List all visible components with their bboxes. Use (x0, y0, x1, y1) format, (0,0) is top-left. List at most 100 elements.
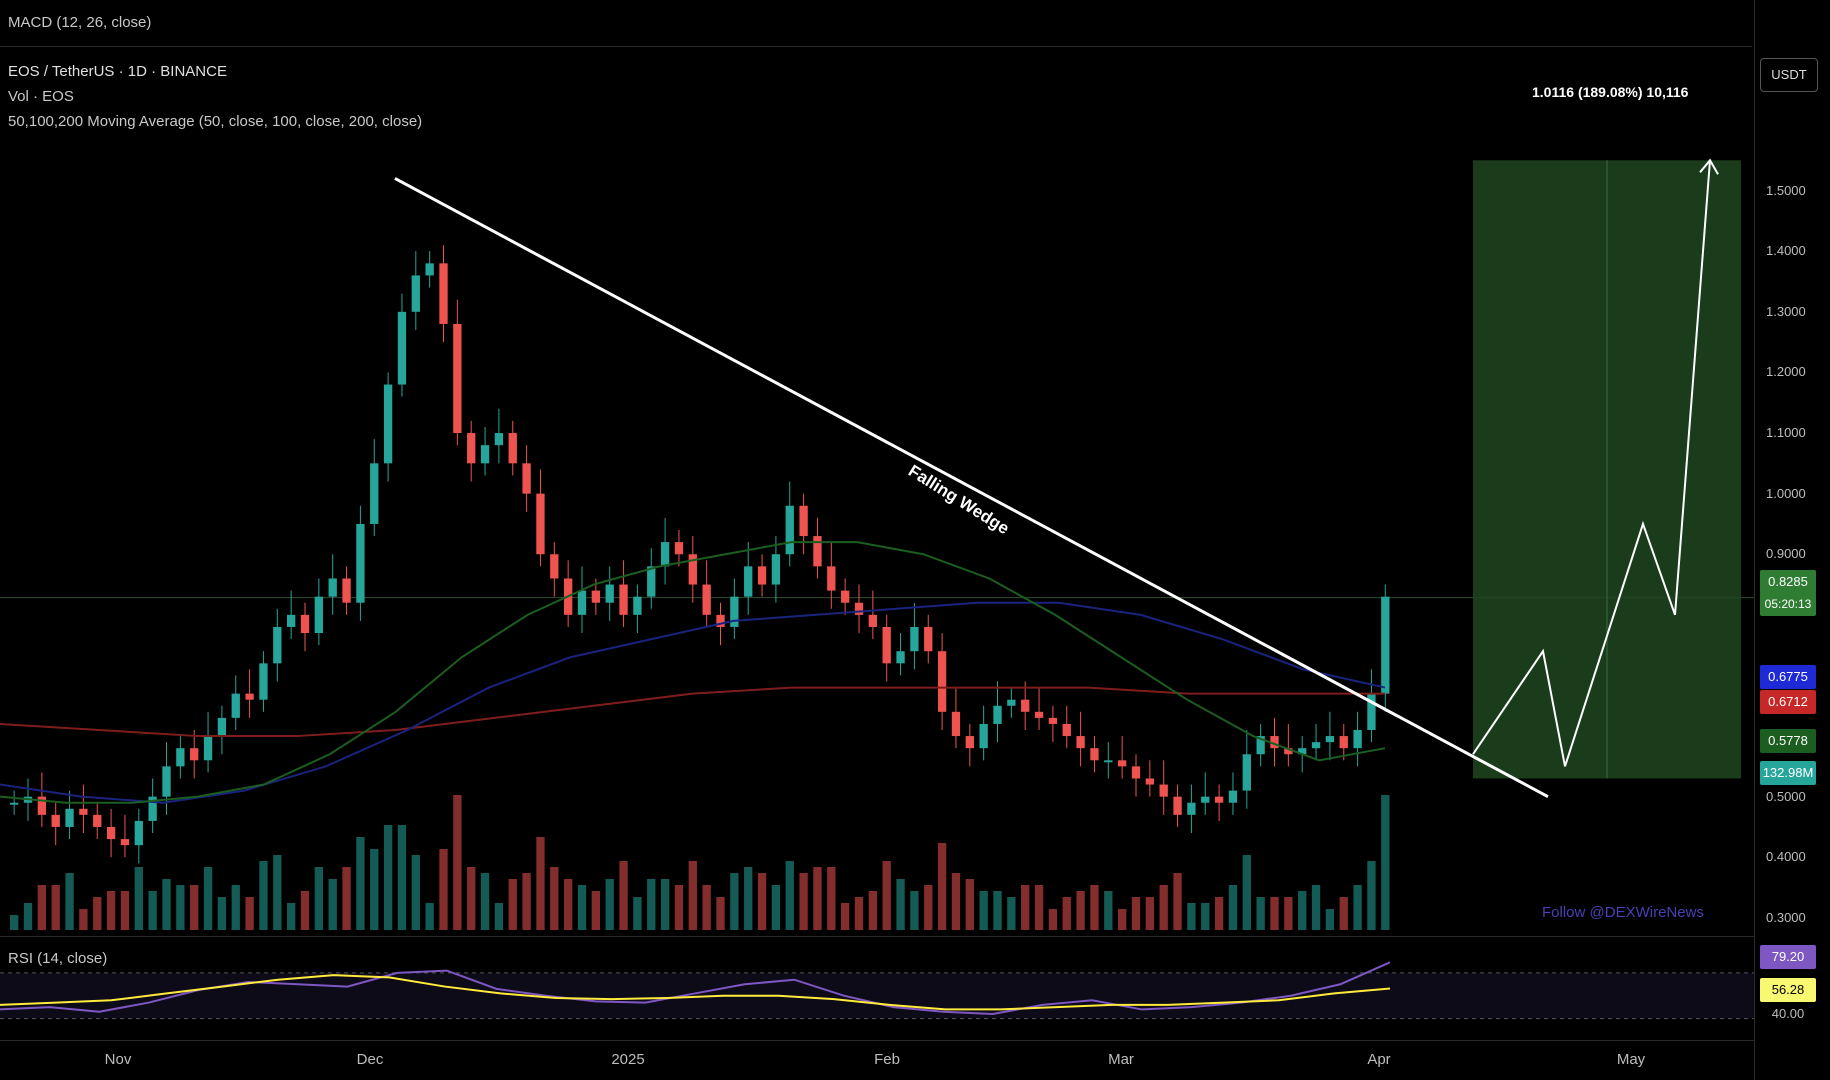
volume-bar (1381, 795, 1390, 930)
candle-body (79, 808, 88, 815)
volume-bar (23, 903, 33, 930)
volume-bar (591, 891, 601, 930)
volume-bar (1173, 873, 1182, 930)
volume-bar (79, 909, 88, 930)
rsi-divider (0, 936, 1754, 937)
candle-body (508, 433, 517, 464)
candle-body (924, 626, 933, 652)
rsi-band (0, 972, 1754, 1019)
price-tick-label: 0.5000 (1766, 788, 1806, 804)
volume-bar (411, 855, 420, 930)
price-tick-label: 0.4000 (1766, 849, 1806, 865)
price-chart[interactable] (0, 0, 1754, 1080)
candle-body (965, 736, 974, 749)
time-tick-label: Apr (1367, 1051, 1391, 1068)
volume-bar (1104, 891, 1113, 930)
volume-bar (425, 903, 434, 930)
candle-body (550, 554, 559, 579)
volume-bar (162, 879, 171, 930)
candle-body (591, 590, 601, 603)
candle-body (65, 808, 74, 827)
candle-body (910, 626, 919, 652)
volume-bar (577, 885, 587, 930)
candle-body (370, 463, 379, 524)
volume-bar (771, 885, 781, 930)
volume-bar (480, 873, 490, 930)
volume-bar (827, 867, 836, 930)
candle-body (1339, 736, 1348, 749)
candle-body (841, 590, 850, 603)
candle-body (1062, 723, 1071, 737)
volume-bar (231, 885, 240, 930)
candle-body (799, 505, 808, 537)
volume-bar (660, 879, 670, 930)
volume-label[interactable]: Vol · EOS (8, 88, 74, 105)
candle-body (1090, 748, 1099, 761)
volume-bar (1048, 909, 1058, 930)
time-axis-divider (0, 1040, 1754, 1041)
volume-bar (647, 879, 656, 930)
volume-bar (522, 873, 531, 930)
volume-bar (273, 855, 282, 930)
candle-body (356, 523, 365, 603)
volume-bar (65, 873, 74, 930)
time-tick-label: Dec (356, 1051, 384, 1068)
rsi-label[interactable]: RSI (14, close) (8, 950, 108, 967)
candle-body (730, 596, 739, 627)
candle-body (522, 463, 531, 494)
price-tick-label: 1.3000 (1766, 303, 1806, 319)
candle-body (1118, 760, 1127, 767)
volume-bar (813, 867, 822, 930)
volume-bar (1353, 885, 1362, 930)
candle-body (633, 596, 642, 615)
volume-bar (841, 903, 850, 930)
candle-body (605, 584, 614, 603)
volume-bar (1007, 897, 1016, 930)
last-price-tag: 0.8285 (1760, 570, 1816, 594)
volume-bar (854, 897, 864, 930)
volume-bar (1131, 897, 1141, 930)
volume-bar (93, 897, 102, 930)
candle-body (1311, 742, 1321, 749)
candle-body (328, 578, 337, 597)
target-label: 1.0116 (189.08%) 10,116 (1532, 84, 1689, 100)
volume-bar (397, 825, 407, 930)
volume-bar (536, 837, 545, 930)
candle-body (120, 839, 130, 846)
candle-body (854, 602, 864, 615)
symbol-label[interactable]: EOS / TetherUS · 1D · BINANCE (8, 63, 227, 80)
volume-bar (1256, 897, 1265, 930)
candle-body (660, 542, 670, 567)
currency-button[interactable]: USDT (1760, 58, 1818, 92)
volume-bar (300, 891, 310, 930)
candle-body (245, 693, 254, 700)
candle-body (1201, 796, 1210, 803)
candle-body (106, 826, 116, 840)
volume-bar (1339, 897, 1348, 930)
volume-bar (730, 873, 739, 930)
candle-body (813, 536, 822, 567)
candle-body (896, 651, 905, 664)
volume-bar (951, 873, 961, 930)
volume-bar (619, 861, 628, 930)
candle-body (868, 614, 878, 627)
volume-bar (245, 897, 254, 930)
price-axis-divider (1754, 0, 1755, 1080)
volume-bar (356, 837, 365, 930)
ma100-tag: 0.6775 (1760, 665, 1816, 689)
time-tick-label: Mar (1108, 1051, 1134, 1068)
volume-bar (37, 885, 47, 930)
volume-bar (1187, 903, 1196, 930)
candle-body (1076, 736, 1085, 749)
candle-body (93, 814, 102, 827)
moving-average-label[interactable]: 50,100,200 Moving Average (50, close, 10… (8, 113, 423, 130)
volume-bar (1214, 897, 1224, 930)
volume-bar (467, 867, 476, 930)
time-tick-label: Nov (104, 1051, 132, 1068)
candle-body (1007, 699, 1016, 706)
candle-body (10, 802, 19, 805)
rsi-tag: 79.20 (1760, 945, 1816, 969)
candle-body (744, 566, 753, 597)
rsi-level-label: 40.00 (1771, 1006, 1805, 1021)
volume-bar (1325, 909, 1335, 930)
